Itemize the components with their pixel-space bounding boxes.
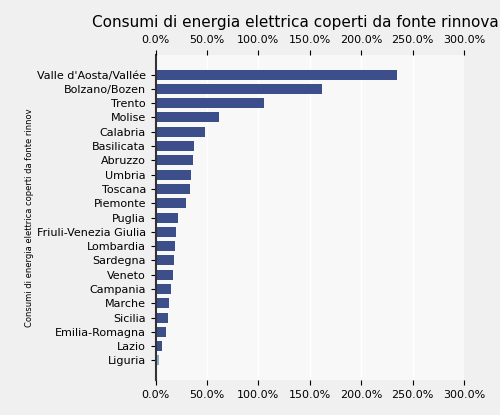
Bar: [156, 327, 166, 337]
Bar: [156, 141, 194, 151]
Bar: [156, 255, 174, 266]
Bar: [156, 70, 397, 80]
Bar: [156, 98, 264, 108]
Bar: [156, 198, 186, 208]
Bar: [156, 84, 322, 94]
Bar: [156, 127, 205, 137]
Bar: [156, 298, 169, 308]
Bar: [156, 227, 176, 237]
Bar: [156, 341, 162, 351]
Title: Consumi di energia elettrica coperti da fonte rinnovabile: Consumi di energia elettrica coperti da …: [92, 15, 500, 30]
Bar: [156, 241, 175, 251]
Bar: [156, 356, 158, 366]
Bar: [156, 184, 190, 194]
Bar: [156, 170, 190, 180]
Bar: [156, 212, 178, 222]
Bar: [156, 155, 192, 165]
Y-axis label: Consumi di energia elettrica coperti da fonte rinnov: Consumi di energia elettrica coperti da …: [25, 108, 34, 327]
Bar: [156, 312, 168, 322]
Bar: [156, 270, 173, 280]
Bar: [156, 284, 171, 294]
Bar: [156, 112, 220, 122]
